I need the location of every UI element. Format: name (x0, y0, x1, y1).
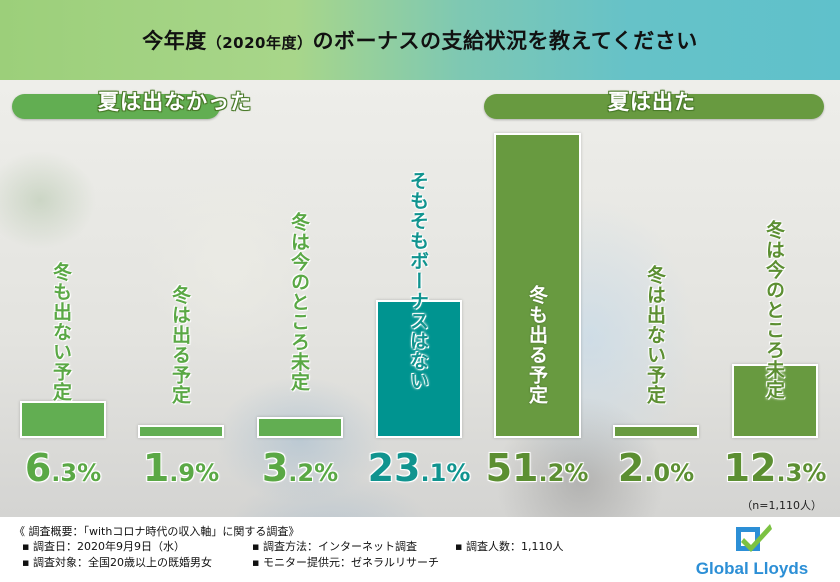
value-int: 1 (142, 446, 170, 490)
group-label-no-summer: 夏は出なかった (98, 90, 252, 114)
bar-7 (732, 364, 818, 438)
value-3: 3.2% (240, 446, 360, 490)
value-7: 12.3% (715, 446, 835, 490)
value-dec: .0% (644, 459, 695, 487)
bar-3 (257, 417, 343, 438)
bar-label-2: 冬は出る予定 (169, 285, 191, 405)
value-int: 12 (723, 446, 777, 490)
logo-text: Global Lloyds (695, 559, 809, 578)
sample-size-note: （n=1,110人） (741, 499, 822, 512)
title-banner: 今年度（2020年度）のボーナスの支給状況を教えてください (0, 0, 840, 80)
survey-provider: ▪ モニター提供元：ゼネラルリサーチ (252, 556, 439, 569)
title-part: のボーナスの支給状況を教えてください (312, 29, 698, 53)
background-photo (0, 80, 840, 517)
value-dec: .3% (776, 459, 827, 487)
bar-label-7: 冬は今のところ未定 (763, 220, 785, 400)
bar-1 (20, 401, 106, 438)
survey-count: ▪ 調査人数：1,110人 (455, 540, 564, 553)
title-year: （2020年度） (206, 34, 313, 52)
bar-4 (376, 300, 462, 438)
global-lloyds-logo: Global Lloyds (688, 521, 816, 579)
bar-label-1: 冬も出ない予定 (50, 262, 72, 402)
value-2: 1.9% (121, 446, 241, 490)
value-6: 2.0% (596, 446, 716, 490)
group-pill-summer (484, 94, 824, 119)
bar-5 (494, 133, 581, 438)
bar-label-4: そもそもボーナスはない (407, 171, 429, 391)
bar-label-3: 冬は今のところ未定 (288, 212, 310, 392)
value-5: 51.2% (477, 446, 597, 490)
title-part: 今年度 (142, 29, 207, 53)
survey-heading: 《 調査概要：「withコロナ時代の収入軸」に関する調査》 (14, 525, 300, 538)
value-dec: .3% (51, 459, 102, 487)
group-pill-no-summer (12, 94, 220, 119)
bar-6 (613, 425, 699, 438)
value-dec: .1% (420, 459, 471, 487)
value-1: 6.3% (3, 446, 123, 490)
value-int: 23 (367, 446, 421, 490)
value-4: 23.1% (359, 446, 479, 490)
survey-method: ▪ 調査方法：インターネット調査 (252, 540, 417, 553)
value-int: 2 (617, 446, 645, 490)
bar-label-5: 冬も出る予定 (526, 285, 548, 405)
value-dec: .9% (169, 459, 220, 487)
value-int: 51 (485, 446, 539, 490)
value-int: 3 (261, 446, 289, 490)
value-int: 6 (24, 446, 52, 490)
survey-date: ▪ 調査日：2020年9月9日（水） (22, 540, 185, 553)
chart-title: 今年度（2020年度）のボーナスの支給状況を教えてください (142, 25, 698, 55)
value-dec: .2% (288, 459, 339, 487)
survey-footer (0, 517, 840, 582)
bar-label-6: 冬は出ない予定 (644, 265, 666, 405)
value-dec: .2% (538, 459, 589, 487)
group-label-summer: 夏は出た (608, 90, 696, 114)
survey-target: ▪ 調査対象：全国20歳以上の既婚男女 (22, 556, 212, 569)
bar-2 (138, 425, 224, 438)
checkbox-check-icon (736, 524, 772, 552)
